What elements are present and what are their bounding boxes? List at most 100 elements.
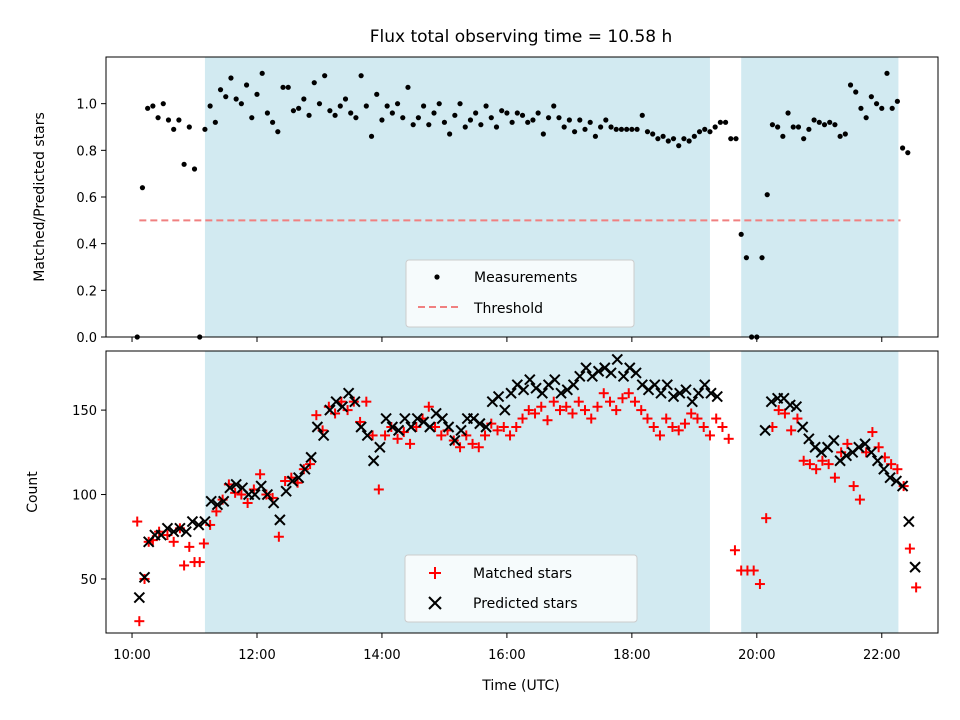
predicted-stars-point [274, 514, 286, 526]
matched-stars-point [754, 579, 765, 590]
matched-stars-point [567, 408, 578, 419]
measurement-point [566, 117, 572, 123]
matched-stars-point [242, 497, 253, 508]
measurement-point [535, 110, 541, 116]
measurement-point [764, 192, 770, 198]
predicted-stars-point [803, 433, 815, 445]
predicted-stars-point [399, 412, 411, 425]
measurement-point [519, 112, 526, 118]
matched-stars-point [184, 541, 195, 552]
measurement-point [493, 124, 500, 130]
measurement-point [717, 119, 723, 125]
measurement-point [223, 94, 229, 100]
predicted-stars-point [324, 404, 336, 416]
matched-stars-point [692, 413, 703, 424]
predicted-stars-point [611, 353, 623, 366]
matched-stars-point [430, 421, 441, 432]
measurement-point [696, 129, 703, 135]
predicted-stars-point [455, 424, 467, 437]
measurement-point [171, 126, 177, 132]
measurement-point [436, 101, 442, 107]
predicted-stars-point [317, 429, 330, 442]
matched-stars-point [330, 408, 341, 419]
predicted-stars-point [865, 446, 878, 459]
matched-stars-point [629, 396, 640, 407]
predicted-stars-point [765, 395, 778, 408]
measurement-point [384, 103, 390, 109]
predicted-stars-point [217, 495, 230, 507]
measurement-point [592, 133, 599, 139]
matched-stars-point [139, 573, 150, 584]
measurement-point [702, 126, 708, 132]
predicted-stars-point [711, 390, 723, 403]
measurement-point [327, 108, 333, 114]
measurement-point [311, 80, 317, 86]
measurement-point [415, 115, 421, 121]
measurement-point [426, 122, 432, 128]
measurement-point [243, 82, 250, 88]
matched-stars-point [711, 413, 722, 424]
measurement-point [738, 231, 744, 237]
matched-stars-point [598, 388, 609, 399]
y-tick-label: 100 [72, 489, 97, 504]
matched-stars-point [211, 506, 222, 517]
measurement-point [858, 105, 864, 111]
matched-stars-point [704, 430, 715, 441]
measurement-point [660, 133, 666, 139]
measurement-point [842, 131, 848, 137]
matched-stars-point [623, 388, 634, 399]
measurement-point [374, 91, 380, 97]
predicted-stars-point [292, 471, 305, 484]
predicted-stars-point [859, 438, 871, 450]
y-tick-label: 150 [72, 404, 97, 419]
measurement-point [358, 73, 364, 79]
shaded-interval-2 [741, 57, 899, 337]
matched-stars-point [373, 484, 384, 495]
measurement-point [296, 105, 302, 111]
x-axis-label: Time (UTC) [481, 678, 559, 694]
y-tick-label: 0.6 [76, 191, 97, 206]
predicted-stars-point [174, 522, 186, 535]
predicted-stars-point [580, 362, 592, 374]
measurement-point [899, 145, 906, 151]
predicted-stars-point [311, 421, 324, 433]
measurement-point [598, 124, 604, 130]
legend-predicted-stars: Predicted stars [473, 596, 578, 612]
matched-stars-point [536, 401, 547, 412]
measurement-point [420, 103, 427, 109]
measurement-point [894, 98, 900, 104]
predicted-stars-point [840, 449, 853, 462]
measurement-point [155, 115, 161, 121]
predicted-stars-point [692, 387, 705, 399]
predicted-stars-point [549, 373, 561, 386]
predicted-stars-point [349, 395, 361, 408]
measurement-point [634, 126, 640, 132]
matched-stars-point [679, 418, 690, 429]
matched-stars-point [423, 401, 434, 412]
predicted-stars-point [342, 387, 355, 399]
predicted-stars-point [903, 515, 915, 528]
predicted-stars-point [299, 463, 311, 475]
predicted-stars-point [649, 379, 661, 391]
matched-stars-point [255, 469, 266, 480]
predicted-stars-point [536, 387, 549, 399]
measurement-point [280, 84, 286, 90]
predicted-stars-point [517, 384, 530, 396]
predicted-stars-point [667, 390, 680, 403]
x-tick-label: 18:00 [613, 648, 650, 663]
y-tick-label: 0.0 [76, 331, 97, 346]
matched-stars-point [686, 408, 697, 419]
matched-stars-point [405, 438, 416, 449]
matched-stars-point [573, 396, 584, 407]
predicted-stars-point [574, 370, 586, 383]
measurement-point [821, 122, 828, 128]
measurement-point [368, 133, 375, 139]
predicted-stars-point [261, 488, 274, 501]
predicted-stars-point [380, 412, 392, 425]
predicted-stars-point [211, 498, 224, 511]
measurement-point [801, 136, 807, 142]
measurement-point [270, 119, 276, 125]
y-tick-label: 0.2 [76, 284, 97, 299]
predicted-stars-point [405, 421, 417, 433]
measurement-point [837, 133, 843, 139]
